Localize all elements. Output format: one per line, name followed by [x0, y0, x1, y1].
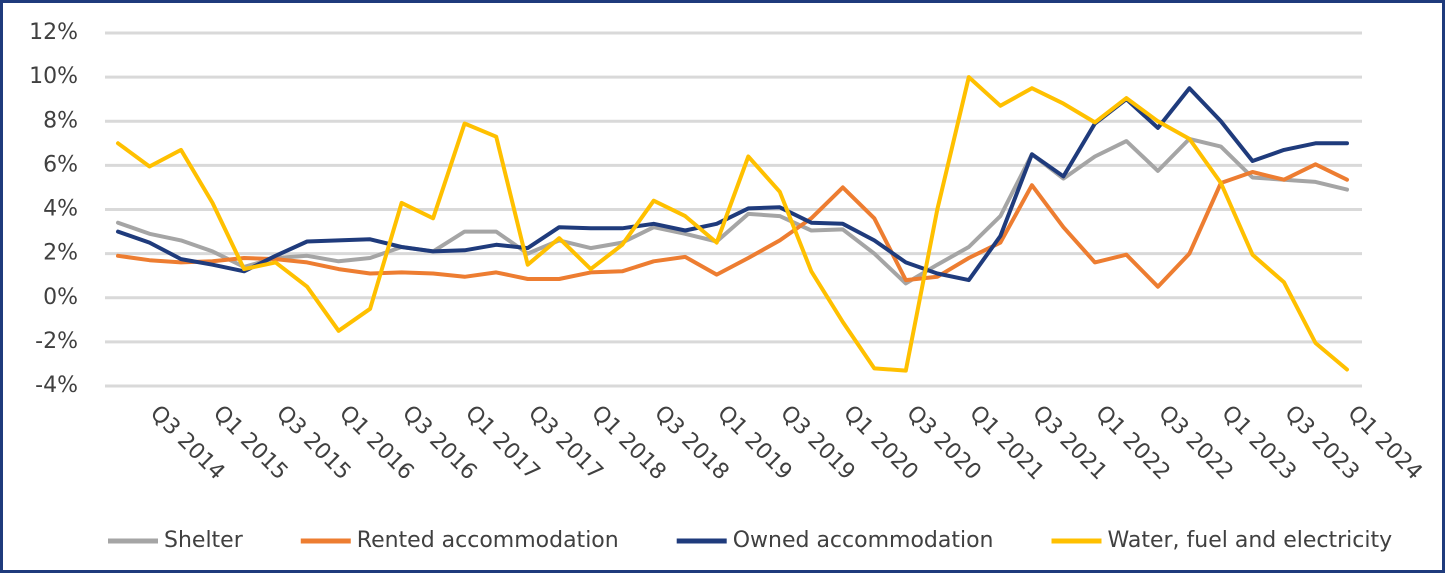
- series-line: [116, 86, 1349, 283]
- y-tick-label: -2%: [35, 329, 78, 354]
- series-line: [116, 136, 1349, 286]
- legend-label: Water, fuel and electricity: [1108, 528, 1393, 553]
- y-tick-label: 4%: [43, 197, 78, 222]
- y-tick-label: 2%: [43, 241, 78, 266]
- series-line: [116, 75, 1349, 373]
- y-tick-label: 12%: [29, 20, 78, 45]
- series-line: [116, 162, 1349, 289]
- y-tick-label: 0%: [43, 285, 78, 310]
- y-tick-label: 8%: [43, 108, 78, 133]
- y-tick-label: 10%: [29, 64, 78, 89]
- legend-label: Owned accommodation: [733, 528, 994, 553]
- y-tick-label: 6%: [43, 152, 78, 177]
- legend-label: Rented accommodation: [357, 528, 619, 553]
- legend-label: Shelter: [164, 528, 244, 553]
- y-tick-label: -4%: [35, 373, 78, 398]
